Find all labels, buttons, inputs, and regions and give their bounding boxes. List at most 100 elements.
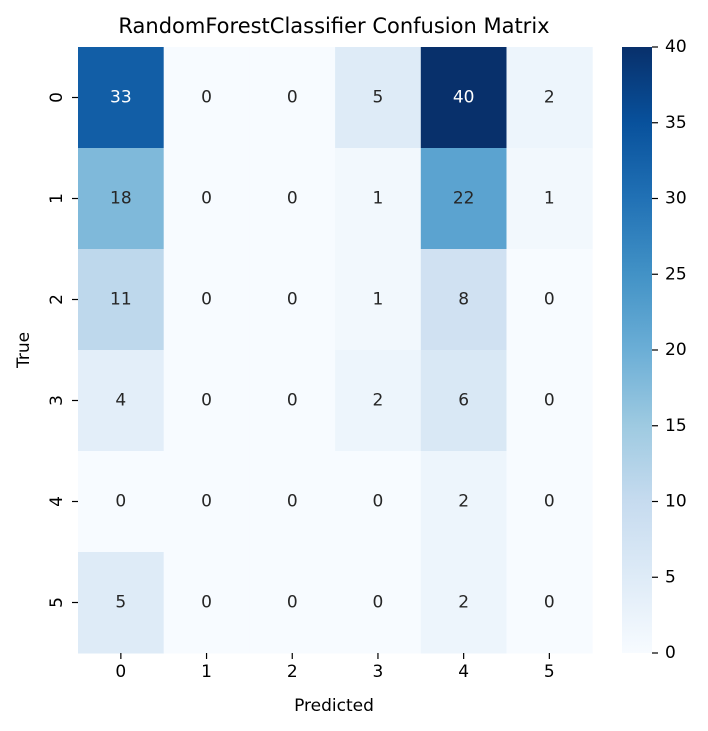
- colorbar-tick-label: 0: [665, 643, 676, 663]
- cell-value-label: 8: [458, 290, 469, 310]
- cell-value-label: 0: [287, 593, 298, 613]
- cell-value-label: 2: [544, 88, 555, 108]
- heatmap-cell: [163, 451, 250, 553]
- cell-value-label: 40: [453, 88, 475, 108]
- cell-value-label: 0: [544, 492, 555, 512]
- colorbar-tick-label: 15: [665, 416, 687, 436]
- cell-value-label: 0: [287, 391, 298, 411]
- heatmap-cell: [335, 47, 422, 149]
- cell-value-label: 2: [373, 391, 384, 411]
- x-tick-label: 5: [544, 662, 555, 682]
- cell-value-label: 0: [287, 290, 298, 310]
- heatmap-cell: [506, 148, 593, 250]
- heatmap-cell: [506, 249, 593, 351]
- cell-value-label: 2: [458, 492, 469, 512]
- colorbar-tick-label: 25: [665, 264, 687, 284]
- heatmap-cell: [506, 451, 593, 553]
- cell-value-label: 0: [544, 593, 555, 613]
- x-tick-label: 3: [373, 662, 384, 682]
- cell-value-label: 0: [287, 189, 298, 209]
- x-axis-ticks: 0 1 2 3 4 5: [115, 653, 555, 682]
- x-tick-label: 2: [287, 662, 298, 682]
- colorbar: [622, 47, 652, 653]
- cell-value-label: 11: [110, 290, 132, 310]
- cell-value-label: 0: [201, 391, 212, 411]
- heatmap-cell: [78, 47, 165, 149]
- heatmap-cell: [335, 552, 422, 654]
- x-axis-label: Predicted: [294, 696, 374, 716]
- colorbar-ticks: 0 5 10 15 20 25 30 35 40: [652, 37, 687, 663]
- cell-value-label: 0: [544, 391, 555, 411]
- cell-value-label: 0: [544, 290, 555, 310]
- heatmap-cell: [249, 148, 336, 250]
- heatmap-cell: [249, 249, 336, 351]
- cell-value-label: 1: [373, 189, 384, 209]
- cell-value-label: 0: [201, 88, 212, 108]
- cell-value-label: 18: [110, 189, 132, 209]
- heatmap-cell: [78, 148, 165, 250]
- heatmap-cell: [420, 451, 507, 553]
- heatmap-cell: [249, 552, 336, 654]
- y-tick-label: 3: [47, 395, 67, 406]
- heatmap-cell: [335, 249, 422, 351]
- heatmap-cell: [249, 47, 336, 149]
- y-axis-label: True: [14, 332, 34, 369]
- cell-value-label: 0: [373, 492, 384, 512]
- heatmap-cell: [78, 552, 165, 654]
- heatmap-cell: [335, 350, 422, 452]
- y-tick-label: 1: [47, 193, 67, 204]
- heatmap-grid: 33 0 0 5 40 218 0 0 1 22 111 0 0 1 8 04 0 0 2 6 00 0 0 0 2 05 0 0 0 2…: [78, 47, 593, 654]
- x-tick-label: 4: [458, 662, 469, 682]
- cell-value-label: 0: [287, 88, 298, 108]
- x-tick-label: 0: [115, 662, 126, 682]
- y-tick-label: 0: [47, 92, 67, 103]
- cell-value-label: 6: [458, 391, 469, 411]
- cell-value-label: 5: [115, 593, 126, 613]
- colorbar-tick-label: 10: [665, 492, 687, 512]
- heatmap-cell: [163, 249, 250, 351]
- y-tick-label: 2: [47, 294, 67, 305]
- y-tick-label: 4: [47, 496, 67, 507]
- cell-value-label: 1: [373, 290, 384, 310]
- cell-value-label: 1: [544, 189, 555, 209]
- cell-value-label: 0: [287, 492, 298, 512]
- colorbar-tick-label: 30: [665, 189, 687, 209]
- heatmap-cell: [249, 350, 336, 452]
- heatmap-cell: [78, 451, 165, 553]
- heatmap-cell: [420, 47, 507, 149]
- heatmap-cell: [78, 249, 165, 351]
- heatmap-cell: [335, 148, 422, 250]
- cell-value-label: 0: [201, 189, 212, 209]
- cell-value-label: 2: [458, 593, 469, 613]
- colorbar-tick-label: 40: [665, 37, 687, 57]
- x-tick-label: 1: [201, 662, 212, 682]
- heatmap-cell: [506, 552, 593, 654]
- y-axis-ticks: 0 1 2 3 4 5: [47, 92, 78, 608]
- heatmap-cell: [163, 148, 250, 250]
- cell-value-label: 0: [201, 593, 212, 613]
- cell-value-label: 4: [115, 391, 126, 411]
- heatmap-cell: [163, 47, 250, 149]
- colorbar-tick-label: 35: [665, 113, 687, 133]
- chart-title: RandomForestClassifier Confusion Matrix: [118, 14, 549, 38]
- cell-value-label: 0: [201, 290, 212, 310]
- heatmap-cell: [420, 350, 507, 452]
- heatmap-cell: [335, 451, 422, 553]
- heatmap-cell: [163, 350, 250, 452]
- heatmap-cell: [163, 552, 250, 654]
- heatmap-cell: [420, 148, 507, 250]
- cell-value-label: 0: [115, 492, 126, 512]
- cell-value-label: 5: [373, 88, 384, 108]
- heatmap-cell: [506, 350, 593, 452]
- cell-value-label: 22: [453, 189, 475, 209]
- colorbar-tick-label: 5: [665, 567, 676, 587]
- heatmap-cell: [249, 451, 336, 553]
- heatmap-cell: [420, 249, 507, 351]
- colorbar-tick-label: 20: [665, 340, 687, 360]
- cell-value-label: 33: [110, 88, 132, 108]
- heatmap-cell: [420, 552, 507, 654]
- heatmap-cell: [506, 47, 593, 149]
- cell-value-label: 0: [373, 593, 384, 613]
- y-tick-label: 5: [47, 597, 67, 608]
